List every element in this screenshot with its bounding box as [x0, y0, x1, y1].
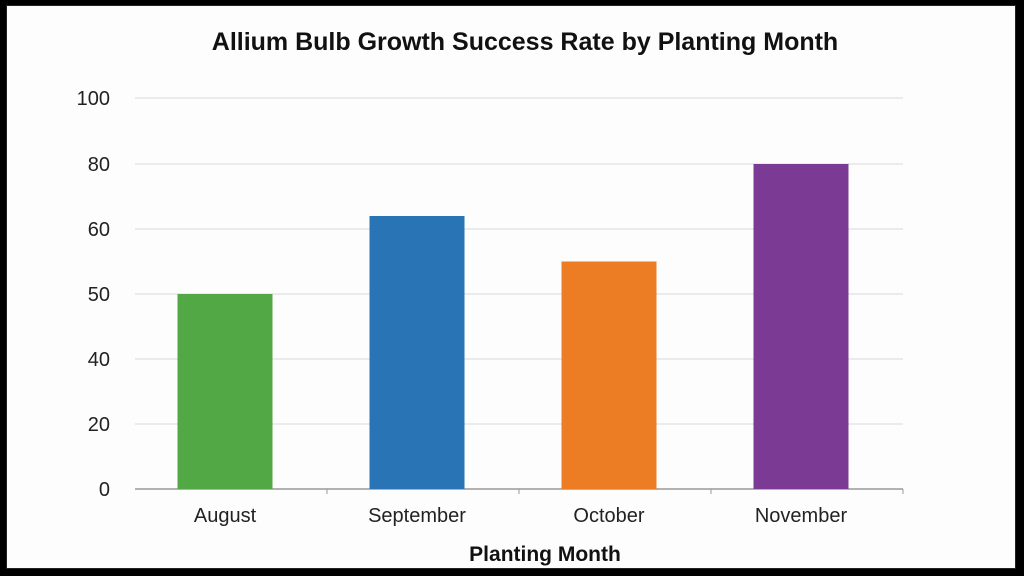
- x-category-labels: August September October November: [194, 505, 848, 527]
- chart-title: Allium Bulb Growth Success Rate by Plant…: [211, 28, 839, 56]
- bars: [177, 164, 849, 489]
- y-tick-label: 40: [88, 349, 110, 371]
- bar-october: [561, 261, 657, 489]
- x-category-label: November: [755, 505, 848, 527]
- y-tick-labels: 0 20 40 50 60 80 100: [77, 88, 110, 501]
- x-axis-label: Planting Month: [469, 543, 621, 566]
- x-category-label: October: [573, 505, 644, 527]
- y-tick-label: 80: [88, 154, 110, 176]
- bar-november: [753, 164, 849, 489]
- bar-september: [369, 216, 465, 489]
- bar-august: [177, 294, 273, 489]
- x-category-label: August: [194, 505, 257, 527]
- y-tick-label: 50: [88, 284, 110, 306]
- y-tick-label: 0: [99, 479, 110, 501]
- y-tick-label: 60: [88, 219, 110, 241]
- y-tick-label: 100: [77, 88, 110, 110]
- x-category-label: September: [368, 505, 466, 527]
- y-tick-label: 20: [88, 414, 110, 436]
